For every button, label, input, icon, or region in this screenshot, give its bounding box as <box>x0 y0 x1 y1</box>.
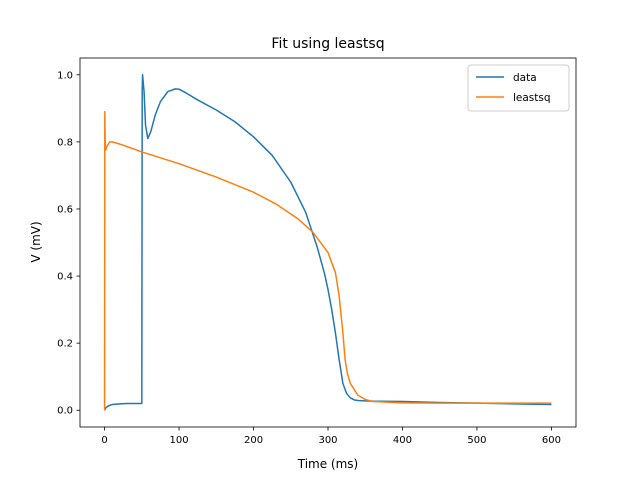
x-tick-label: 200 <box>244 435 263 446</box>
x-tick-label: 600 <box>542 435 561 446</box>
series-line-leastsq <box>103 110 552 411</box>
series-line-data <box>103 74 552 411</box>
y-tick-label: 0.6 <box>57 204 73 215</box>
axes: 0 100 200 300 400 500 600 0.0 0.2 0.4 0.6 0.8 1.0 <box>57 57 577 446</box>
y-tick-label: 0.8 <box>57 137 73 148</box>
x-tick-label: 0 <box>101 435 107 446</box>
y-tick-label: 0.0 <box>57 406 73 417</box>
y-tick-label: 1.0 <box>57 70 73 81</box>
legend: data leastsq <box>467 64 570 112</box>
legend-label-leastsq: leastsq <box>513 92 551 104</box>
x-tick-label: 500 <box>467 435 486 446</box>
y-tick-label: 0.4 <box>57 272 73 283</box>
chart-title: Fit using leastsq <box>271 36 384 52</box>
y-axis-label: V (mV) <box>29 221 43 262</box>
legend-label-data: data <box>513 72 537 84</box>
plot-area <box>103 74 552 411</box>
x-tick-label: 300 <box>318 435 337 446</box>
x-tick-label: 400 <box>393 435 412 446</box>
x-axis-label: Time (ms) <box>297 457 359 471</box>
y-tick-label: 0.2 <box>57 339 73 350</box>
x-tick-label: 100 <box>170 435 189 446</box>
